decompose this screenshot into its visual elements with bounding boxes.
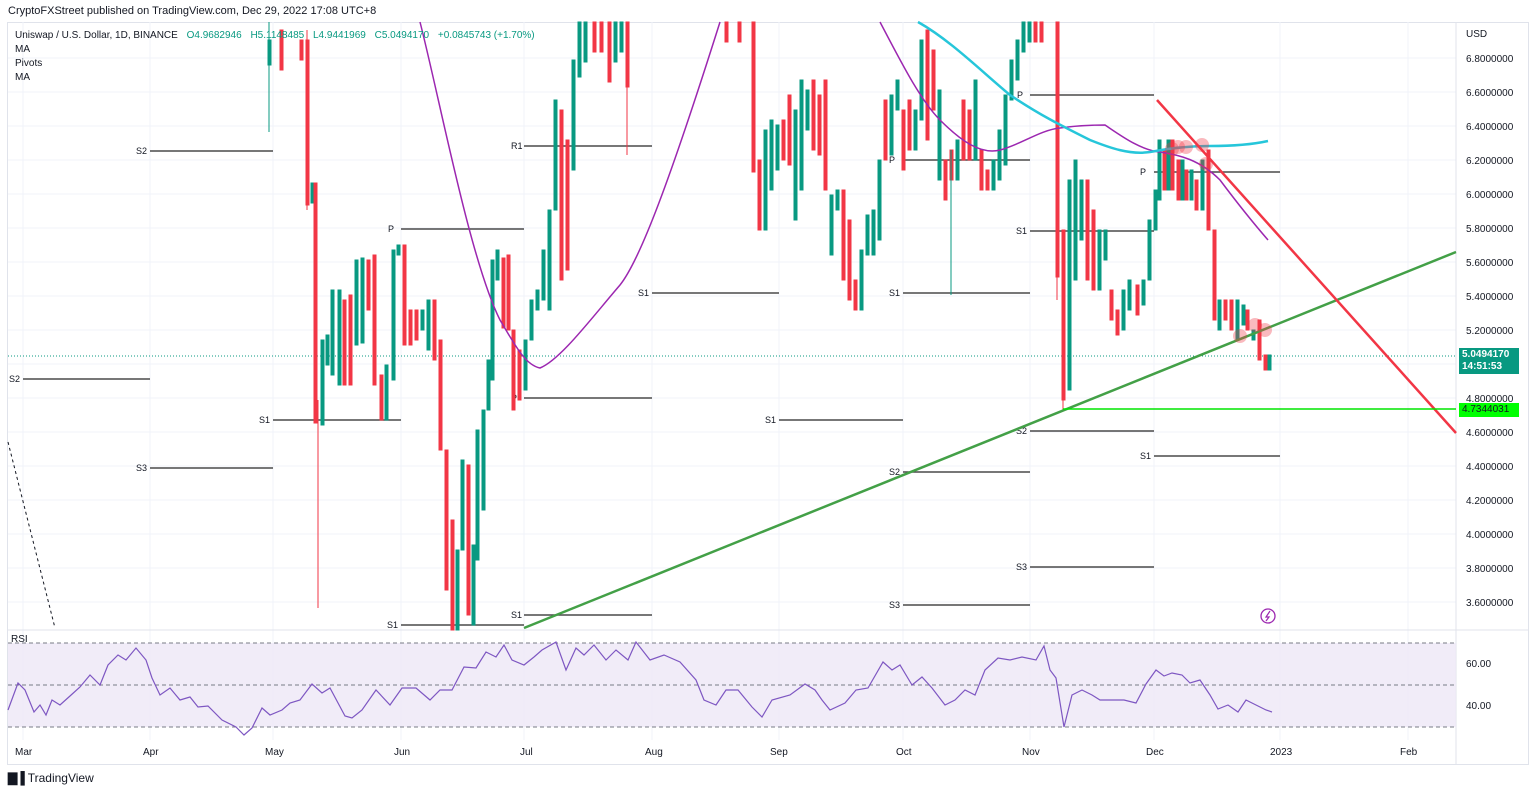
candles xyxy=(267,21,1272,631)
ohlc-low: L4.9441969 xyxy=(312,30,366,41)
support-price-tag: 4.7344031 xyxy=(1459,403,1519,417)
left-dashed-line xyxy=(7,441,56,629)
tradingview-brand: TradingView xyxy=(27,771,94,785)
svg-text:6.4000000: 6.4000000 xyxy=(1466,122,1514,133)
svg-text:2023: 2023 xyxy=(1270,747,1293,758)
pivot-labels: S2 S2 S3 S1 P S1 R1 P S1 S1 S1 P S1 S2 S… xyxy=(9,90,1151,630)
bar-countdown: 14:51:53 xyxy=(1462,361,1503,372)
svg-text:5.6000000: 5.6000000 xyxy=(1466,258,1514,269)
svg-text:RSI: RSI xyxy=(11,634,28,645)
svg-text:4.4000000: 4.4000000 xyxy=(1466,462,1514,473)
price-axis: USD 6.8000000 6.6000000 6.4000000 6.2000… xyxy=(1466,29,1514,609)
indicator-pivots[interactable]: Pivots xyxy=(15,58,43,69)
svg-text:Mar: Mar xyxy=(15,747,33,758)
svg-text:6.6000000: 6.6000000 xyxy=(1466,88,1514,99)
svg-text:Apr: Apr xyxy=(143,747,159,758)
ma-slow-line xyxy=(917,20,1269,154)
ohlc-change: +0.0845743 (+1.70%) xyxy=(437,30,535,41)
svg-text:4.8000000: 4.8000000 xyxy=(1466,394,1514,405)
svg-text:S1: S1 xyxy=(259,415,270,425)
svg-text:6.0000000: 6.0000000 xyxy=(1466,190,1514,201)
ohlc-high: H5.1148485 xyxy=(250,30,305,41)
svg-text:5.2000000: 5.2000000 xyxy=(1466,326,1514,337)
svg-text:4.6000000: 4.6000000 xyxy=(1466,428,1514,439)
ohlc-open: O4.9682946 xyxy=(186,30,242,41)
rsi-levels xyxy=(8,642,1456,728)
svg-text:May: May xyxy=(265,747,284,758)
svg-text:Oct: Oct xyxy=(896,747,912,758)
svg-text:Aug: Aug xyxy=(645,747,663,758)
svg-text:S3: S3 xyxy=(136,463,147,473)
ma-fast-line xyxy=(419,21,1269,369)
svg-text:P: P xyxy=(1140,167,1146,177)
svg-text:3.6000000: 3.6000000 xyxy=(1466,598,1514,609)
svg-text:S3: S3 xyxy=(1016,562,1027,572)
ascending-trendline xyxy=(523,250,1457,630)
svg-text:S1: S1 xyxy=(638,288,649,298)
tradingview-logo-icon: ▇▐ xyxy=(8,771,25,785)
current-price-tag: 5.0494170 14:51:53 xyxy=(1459,348,1519,374)
symbol-title[interactable]: Uniswap / U.S. Dollar, 1D, BINANCE xyxy=(15,30,178,41)
svg-text:S1: S1 xyxy=(765,415,776,425)
svg-text:4.2000000: 4.2000000 xyxy=(1466,496,1514,507)
touch-highlights xyxy=(1165,138,1272,343)
rsi-axis: RSI 60.00 40.00 xyxy=(11,634,1491,712)
svg-text:S2: S2 xyxy=(1016,426,1027,436)
flash-icon[interactable] xyxy=(1260,608,1276,624)
svg-text:USD: USD xyxy=(1466,29,1487,40)
svg-text:Nov: Nov xyxy=(1022,747,1040,758)
svg-text:6.2000000: 6.2000000 xyxy=(1466,156,1514,167)
svg-text:4.0000000: 4.0000000 xyxy=(1466,530,1514,541)
svg-text:P: P xyxy=(889,155,895,165)
current-price-value: 5.0494170 xyxy=(1462,349,1510,360)
svg-text:3.8000000: 3.8000000 xyxy=(1466,564,1514,575)
indicator-ma-1[interactable]: MA xyxy=(15,44,30,55)
ohlc-close: C5.0494170 xyxy=(374,30,430,41)
svg-text:40.00: 40.00 xyxy=(1466,701,1491,712)
published-caption: CryptoFXStreet published on TradingView.… xyxy=(8,5,377,17)
svg-text:S1: S1 xyxy=(889,288,900,298)
time-axis: Mar Apr May Jun Jul Aug Sep Oct Nov Dec … xyxy=(15,747,1418,758)
chart-frame[interactable] xyxy=(7,22,1529,765)
svg-text:Dec: Dec xyxy=(1146,747,1164,758)
svg-text:S1: S1 xyxy=(1016,226,1027,236)
svg-text:S2: S2 xyxy=(9,374,20,384)
svg-text:S1: S1 xyxy=(387,620,398,630)
svg-text:R1: R1 xyxy=(511,141,523,151)
tradingview-logo[interactable]: ▇▐ TradingView xyxy=(8,771,94,785)
svg-text:60.00: 60.00 xyxy=(1466,659,1491,670)
chart-legend: Uniswap / U.S. Dollar, 1D, BINANCE O4.96… xyxy=(15,29,535,85)
svg-text:S2: S2 xyxy=(889,467,900,477)
svg-text:6.8000000: 6.8000000 xyxy=(1466,54,1514,65)
svg-text:Jul: Jul xyxy=(520,747,533,758)
svg-text:P: P xyxy=(388,224,394,234)
svg-text:Jun: Jun xyxy=(394,747,410,758)
svg-text:Sep: Sep xyxy=(770,747,788,758)
svg-text:S1: S1 xyxy=(511,610,522,620)
descending-trendline xyxy=(1156,99,1457,434)
svg-text:S1: S1 xyxy=(1140,451,1151,461)
indicator-ma-2[interactable]: MA xyxy=(15,72,30,83)
svg-text:S3: S3 xyxy=(889,600,900,610)
svg-text:5.4000000: 5.4000000 xyxy=(1466,292,1514,303)
svg-text:S2: S2 xyxy=(136,146,147,156)
svg-text:P: P xyxy=(1017,90,1023,100)
svg-text:Feb: Feb xyxy=(1400,747,1418,758)
price-gridlines xyxy=(8,22,1456,740)
rsi-line xyxy=(7,640,1273,736)
svg-text:5.8000000: 5.8000000 xyxy=(1466,224,1514,235)
